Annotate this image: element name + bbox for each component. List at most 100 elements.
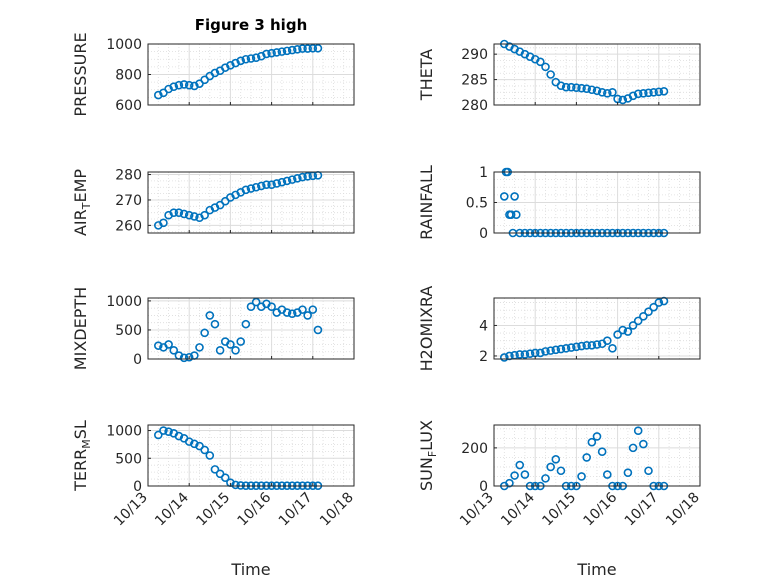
data-point [499,192,509,201]
data-point [618,325,628,335]
y-tick-label: 800 [115,68,142,84]
data-point [251,182,261,192]
data-point [644,88,653,98]
data-point [551,345,561,355]
data-point [190,212,199,221]
data-point [267,48,276,58]
y-axis-label: MIXDEPTH [71,287,90,370]
y-tick-label: 260 [115,218,142,234]
data-point [169,208,179,217]
data-point [633,426,643,436]
data-point [179,353,189,363]
y-tick-label: 500 [115,451,142,467]
data-point [272,179,282,188]
data-point [251,297,261,307]
data-point [241,185,251,195]
data-point [267,302,276,312]
subplot-rainfall: 0 0.5 1 RAINFALL [417,165,701,242]
data-point [231,58,240,68]
data-point [164,84,173,94]
data-point [154,430,163,440]
data-point [282,46,292,56]
data-point [546,346,555,355]
subplot-air-temp: 260 270 280 AIRTEMP [71,168,355,236]
data-point [267,180,276,190]
y-tick-label: 0 [479,226,488,242]
data-point [277,177,287,187]
data-point [293,174,302,183]
data-point [597,447,607,456]
y-tick-label: 2 [479,349,488,365]
data-point [541,62,550,72]
y-tick-label: 0 [133,352,142,368]
data-point [510,471,519,480]
data-point [154,341,163,350]
y-axis-label: AIRTEMP [71,169,93,236]
data-point [613,330,622,339]
axes-box [493,297,701,360]
data-point [597,87,607,97]
data-point [308,305,318,314]
data-point [566,343,576,352]
data-point [505,478,514,488]
data-point [210,319,220,329]
data-point [649,87,658,97]
data-point [566,82,576,92]
data-point [303,44,312,53]
data-point [272,48,282,57]
data-point [282,176,292,186]
data-point [179,80,189,89]
data-point [628,91,638,101]
data-point [623,468,633,477]
data-point [587,437,597,447]
data-point [262,180,271,190]
data-point [215,345,225,355]
y-axis-label: RAINFALL [417,165,436,240]
data-point [592,340,602,349]
data-point [577,83,586,93]
subplot-terr-msl: 0 500 1000 10/13 10/14 10/15 10/16 10/17 10/18 Ti… [71,420,357,579]
data-point [499,353,509,362]
data-point [164,340,173,349]
y-tick-label: 290 [461,47,488,63]
data-point [510,192,519,201]
y-axis-label: H2OMIXRA [417,286,436,372]
y-tick-label: 1 [479,165,488,181]
figure-title: Figure 3 high [195,16,308,34]
data-point [179,209,189,219]
data-point [541,474,550,483]
data-point [561,82,571,92]
data-point [169,345,179,355]
data-point [154,90,163,100]
data-point [246,54,256,63]
data-point [556,466,566,476]
data-point [205,311,215,320]
y-axis-label: PRESSURE [71,32,90,116]
data-point [572,83,581,93]
data-point [556,81,566,90]
data-point [582,453,592,462]
y-tick-label: 0.5 [466,196,488,212]
data-point [525,349,535,358]
data-point [556,344,566,354]
data-point [262,49,271,59]
data-point [623,327,633,336]
data-point [659,86,669,96]
x-tick-label: 10/18 [663,490,703,530]
data-point [512,210,521,219]
y-tick-label: 1000 [106,424,142,440]
axes-box [147,297,355,360]
data-point [241,319,251,329]
data-point [226,340,235,349]
x-tick-label: 10/16 [581,489,621,529]
data-point [506,210,516,219]
data-point [536,57,545,67]
data-point [546,70,555,79]
data-point [246,184,256,193]
data-point [277,47,287,56]
data-point [587,340,597,350]
y-tick-label: 280 [115,168,142,184]
data-point [200,328,209,338]
x-tick-label: 10/16 [235,489,275,529]
